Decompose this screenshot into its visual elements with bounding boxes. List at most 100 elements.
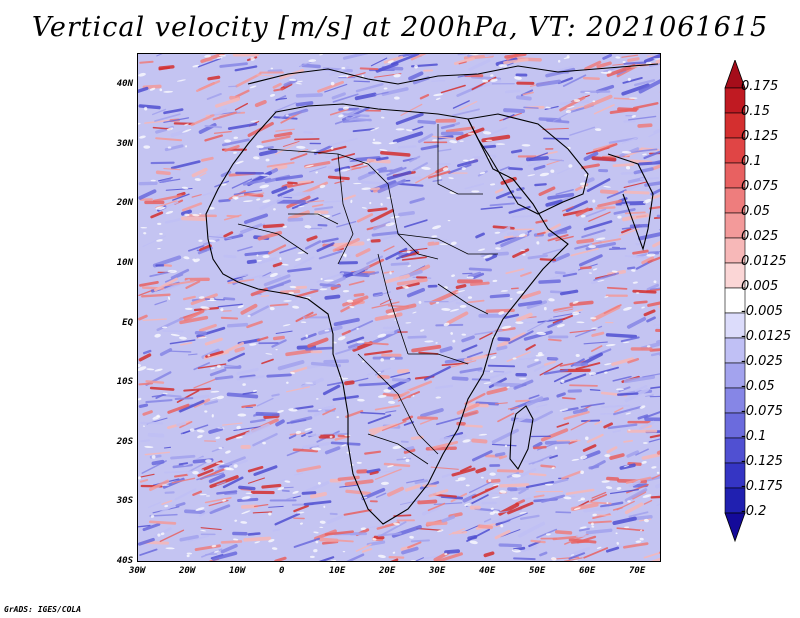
near-zero-patch xyxy=(628,429,631,431)
velocity-streak xyxy=(138,524,151,528)
velocity-streak xyxy=(650,250,660,256)
velocity-streak xyxy=(142,410,153,416)
velocity-streak xyxy=(226,322,249,328)
near-zero-patch xyxy=(604,371,608,374)
velocity-streak xyxy=(525,396,544,407)
near-zero-patch xyxy=(277,487,285,491)
velocity-streak xyxy=(367,207,388,213)
velocity-streak xyxy=(580,402,605,408)
velocity-streak xyxy=(145,380,165,384)
velocity-streak xyxy=(220,316,239,320)
velocity-streak xyxy=(400,103,423,116)
velocity-streak xyxy=(549,454,558,459)
velocity-streak xyxy=(401,256,427,261)
near-zero-patch xyxy=(138,397,142,401)
near-zero-patch xyxy=(579,526,587,529)
velocity-streak xyxy=(506,230,519,236)
velocity-streak xyxy=(191,194,202,198)
near-zero-patch xyxy=(304,225,312,229)
near-zero-patch xyxy=(518,233,526,238)
velocity-streak xyxy=(618,386,631,392)
near-zero-patch xyxy=(592,100,596,103)
velocity-streak xyxy=(324,83,348,93)
near-zero-patch xyxy=(233,136,239,140)
velocity-streak xyxy=(224,492,238,495)
velocity-streak xyxy=(204,400,219,406)
near-zero-patch xyxy=(161,484,170,486)
velocity-streak xyxy=(301,491,317,495)
near-zero-patch xyxy=(210,367,216,370)
velocity-streak xyxy=(371,231,400,237)
velocity-streak xyxy=(398,247,428,253)
velocity-streak xyxy=(498,543,523,548)
near-zero-patch xyxy=(140,226,148,229)
velocity-streak xyxy=(450,360,477,368)
velocity-streak xyxy=(163,117,190,124)
velocity-streak xyxy=(240,223,262,233)
velocity-streak xyxy=(554,271,566,275)
near-zero-patch xyxy=(237,305,244,309)
near-zero-patch xyxy=(596,546,602,549)
near-zero-patch xyxy=(356,461,362,464)
near-zero-patch xyxy=(632,281,638,284)
velocity-streak xyxy=(607,423,638,430)
near-zero-patch xyxy=(592,513,597,517)
near-zero-patch xyxy=(284,480,291,483)
velocity-streak xyxy=(623,190,650,195)
near-zero-patch xyxy=(144,445,154,449)
velocity-streak xyxy=(138,403,149,408)
velocity-streak xyxy=(340,299,364,313)
velocity-streak xyxy=(170,268,190,280)
near-zero-patch xyxy=(286,381,289,384)
velocity-streak xyxy=(395,249,418,260)
velocity-streak xyxy=(326,381,344,387)
velocity-streak xyxy=(641,256,655,265)
near-zero-patch xyxy=(450,241,457,246)
near-zero-patch xyxy=(157,222,162,226)
velocity-streak xyxy=(323,359,350,364)
velocity-streak xyxy=(398,54,420,58)
velocity-streak xyxy=(533,164,546,171)
near-zero-patch xyxy=(615,532,618,535)
velocity-streak xyxy=(275,330,293,334)
near-zero-patch xyxy=(584,91,591,94)
velocity-streak xyxy=(242,391,257,395)
velocity-streak xyxy=(609,453,625,460)
velocity-streak xyxy=(439,346,453,353)
velocity-streak xyxy=(401,546,419,555)
velocity-streak xyxy=(380,521,407,537)
velocity-streak xyxy=(428,170,451,179)
velocity-streak xyxy=(559,289,579,296)
velocity-streak xyxy=(575,308,584,313)
near-zero-patch xyxy=(273,208,276,211)
near-zero-patch xyxy=(459,140,464,142)
near-zero-patch xyxy=(215,436,221,440)
near-zero-patch xyxy=(490,78,498,82)
velocity-streak xyxy=(175,502,186,508)
velocity-streak xyxy=(297,148,309,153)
velocity-streak xyxy=(323,200,347,204)
velocity-streak xyxy=(606,189,627,199)
near-zero-patch xyxy=(642,153,647,156)
velocity-streak xyxy=(522,91,534,96)
near-zero-patch xyxy=(375,170,379,174)
velocity-streak xyxy=(302,441,330,449)
velocity-streak xyxy=(496,469,524,473)
near-zero-patch xyxy=(233,538,239,541)
madagascar-coastline xyxy=(509,405,534,471)
colorbar-label: -0.0125 xyxy=(741,329,792,344)
near-zero-patch xyxy=(498,311,505,315)
velocity-streak xyxy=(584,177,595,184)
velocity-streak xyxy=(227,278,255,284)
velocity-streak xyxy=(477,524,493,530)
near-zero-patch xyxy=(167,146,172,149)
near-zero-patch xyxy=(518,378,527,380)
velocity-streak xyxy=(234,346,245,353)
velocity-streak xyxy=(344,479,374,487)
velocity-streak xyxy=(468,58,491,72)
velocity-streak xyxy=(287,296,298,302)
velocity-streak xyxy=(469,481,492,494)
near-zero-patch xyxy=(543,306,547,311)
near-zero-patch xyxy=(341,66,346,70)
velocity-streak xyxy=(406,478,425,484)
